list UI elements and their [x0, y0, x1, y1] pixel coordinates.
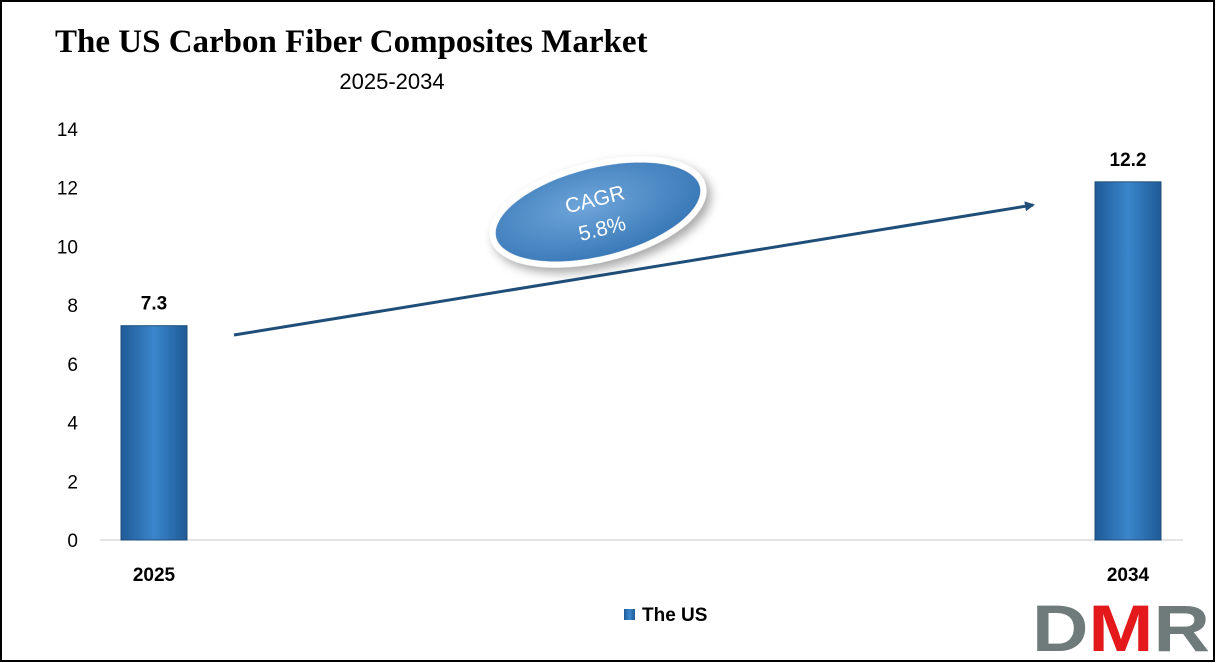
- legend-label: The US: [642, 605, 707, 626]
- y-axis: 0 2 4 6 8 10 12 14: [57, 120, 79, 552]
- data-label: 7.3: [141, 294, 167, 315]
- legend-swatch: [624, 609, 635, 620]
- trend-arrow: [233, 201, 1035, 337]
- data-label: 12.2: [1110, 150, 1147, 171]
- y-tick-label: 8: [67, 296, 78, 317]
- bars: 7.3 2025 12.2 2034: [120, 150, 1162, 586]
- y-tick-label: 4: [67, 414, 78, 435]
- svg-text:DMR: DMR: [1032, 591, 1210, 663]
- x-tick-label: 2025: [133, 565, 176, 586]
- bar-2034: [1094, 181, 1162, 541]
- y-tick-label: 6: [67, 355, 78, 376]
- y-tick-label: 0: [67, 531, 78, 552]
- y-tick-label: 14: [57, 120, 79, 141]
- x-tick-label: 2034: [1107, 565, 1150, 586]
- y-tick-label: 2: [67, 472, 78, 493]
- y-tick-label: 10: [57, 237, 78, 258]
- chart-title: The US Carbon Fiber Composites Market: [55, 24, 647, 60]
- bar-2025: [120, 325, 188, 541]
- y-tick-label: 12: [57, 179, 78, 200]
- chart-subtitle: 2025-2034: [339, 69, 444, 94]
- cagr-bubble: CAGR 5.8%: [489, 156, 707, 268]
- legend: The US: [624, 605, 707, 626]
